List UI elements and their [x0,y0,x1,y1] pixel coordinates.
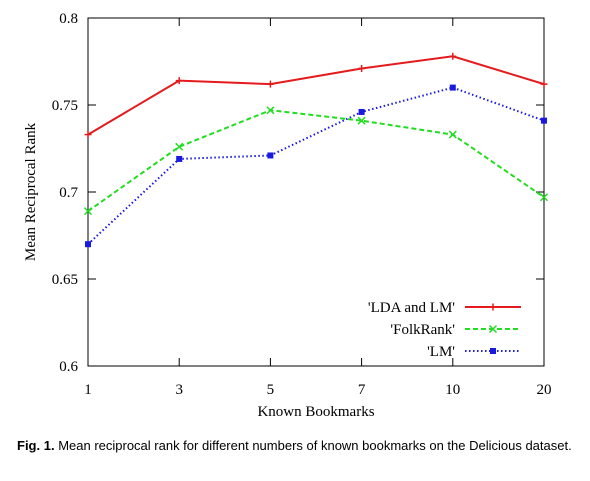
legend-label: 'FolkRank' [390,322,455,338]
x-tick-label: 3 [175,382,183,398]
data-point [266,80,274,88]
y-axis-label: Mean Reciprocal Rank [23,122,39,261]
legend: 'LDA and LM' 'FolkRank' 'LM' [368,300,521,360]
data-point [539,193,549,202]
x-axis-label: Known Bookmarks [257,404,374,420]
data-point [267,152,274,159]
line-chart: 0.6 0.65 0.7 0.75 0.8 1 3 5 7 10 20 Known Bookmark… [23,11,552,420]
data-point [358,108,365,115]
legend-label: 'LM' [427,344,455,360]
figure-caption: Fig. 1. Mean reciprocal rank for differe… [17,437,573,455]
data-point [449,84,456,91]
y-tick-label: 0.8 [59,11,78,27]
series-line [87,86,545,245]
data-point [175,77,183,85]
axis-ticks: 0.6 0.65 0.7 0.75 0.8 1 3 5 7 10 20 [52,11,552,398]
data-point [358,64,366,72]
data-point [176,155,183,162]
series-line [87,55,545,136]
data-point [84,131,92,139]
x-tick-label: 5 [267,382,275,398]
y-tick-label: 0.75 [52,98,78,114]
x-tick-label: 10 [445,382,460,398]
data-point [540,80,548,88]
legend-label: 'LDA and LM' [368,300,455,316]
legend-marker [488,324,498,334]
data-point [449,52,457,60]
y-tick-label: 0.7 [59,185,78,201]
series-1 [83,106,549,216]
plot-frame [87,17,545,367]
x-tick-label: 1 [84,382,92,398]
series-layer [83,52,549,248]
x-tick-label: 7 [358,382,366,398]
caption-label: Fig. 1. [17,438,55,453]
data-point [85,241,91,248]
data-point [83,207,93,216]
y-tick-label: 0.6 [59,359,78,375]
caption-text: Mean reciprocal rank for different numbe… [58,438,572,453]
series-2 [85,84,547,248]
data-point [541,117,547,124]
y-tick-label: 0.65 [52,272,78,288]
series-line [87,109,545,212]
data-point [357,116,366,125]
data-point [175,142,184,151]
data-point [266,106,275,115]
series-0 [84,52,548,139]
legend-marker [489,303,497,311]
legend-marker [490,348,496,354]
x-tick-label: 20 [537,382,552,398]
data-point [448,130,457,139]
